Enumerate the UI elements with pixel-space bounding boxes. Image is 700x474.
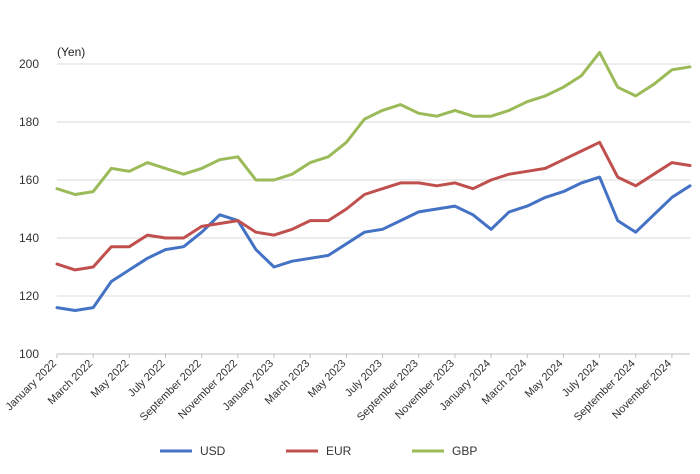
legend-label: GBP: [452, 444, 477, 458]
y-tick-label: 180: [19, 115, 39, 129]
x-tick-label: May 2022: [89, 358, 132, 401]
y-tick-label: 200: [19, 57, 39, 71]
unit-label: (Yen): [57, 45, 85, 59]
y-tick-label: 160: [19, 173, 39, 187]
x-tick-label: September 2022: [138, 358, 204, 424]
legend-label: USD: [200, 444, 226, 458]
y-axis-ticks: 100 120 140 160 180 200: [19, 57, 39, 361]
x-tick-label: May 2024: [523, 358, 566, 401]
x-tick-label: September 2024: [572, 358, 638, 424]
y-tick-label: 100: [19, 347, 39, 361]
y-tick-label: 120: [19, 289, 39, 303]
series-line-usd: [55, 175, 692, 312]
y-tick-label: 140: [19, 231, 39, 245]
x-tick-label: September 2023: [355, 358, 421, 424]
series-lines: [55, 50, 692, 312]
series-line-gbp: [55, 50, 692, 196]
legend: USD EUR GBP: [160, 444, 477, 458]
series-line-eur: [55, 140, 692, 272]
legend-label: EUR: [326, 444, 352, 458]
x-tick-label: May 2023: [306, 358, 349, 401]
